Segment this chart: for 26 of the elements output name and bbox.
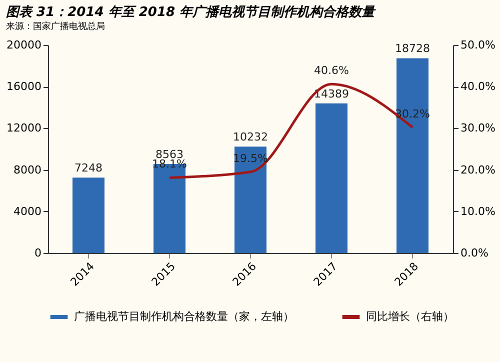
data-label: 10232 — [233, 130, 268, 144]
data-label: 8563 — [156, 148, 184, 161]
y-tick-label: 8000 — [14, 163, 42, 176]
y2-tick-label: 40.0% — [460, 80, 496, 94]
y2-tick-label: 20.0% — [460, 163, 496, 176]
data-label: 18728 — [395, 42, 430, 56]
y-tick-label: 16000 — [6, 80, 42, 94]
y2-tick-label: 10.0% — [460, 204, 496, 218]
source-note: 来源：国家广播电视总局 — [6, 21, 106, 32]
y-tick-label: 4000 — [14, 204, 42, 218]
data-label: 14389 — [314, 87, 349, 100]
y2-tick-label: 0.0% — [460, 246, 488, 260]
y2-tick-label: 30.0% — [460, 122, 496, 135]
legend-label: 广播电视节目制作机构合格数量（家，左轴） — [74, 310, 294, 323]
bar — [396, 58, 428, 253]
y-tick-label: 0 — [34, 246, 42, 260]
chart-title: 图表 31：2014 年至 2018 年广播电视节目制作机构合格数量 — [6, 4, 377, 20]
bar — [316, 103, 348, 253]
y-tick-label: 20000 — [6, 38, 42, 52]
y-tick-label: 12000 — [6, 122, 42, 135]
bar — [72, 178, 104, 253]
y2-tick-label: 50.0% — [460, 38, 496, 52]
data-label: 7248 — [74, 162, 102, 175]
data-label: 40.6% — [314, 64, 349, 78]
bar — [234, 146, 266, 253]
legend-label: 同比增长（右轴） — [366, 310, 454, 323]
